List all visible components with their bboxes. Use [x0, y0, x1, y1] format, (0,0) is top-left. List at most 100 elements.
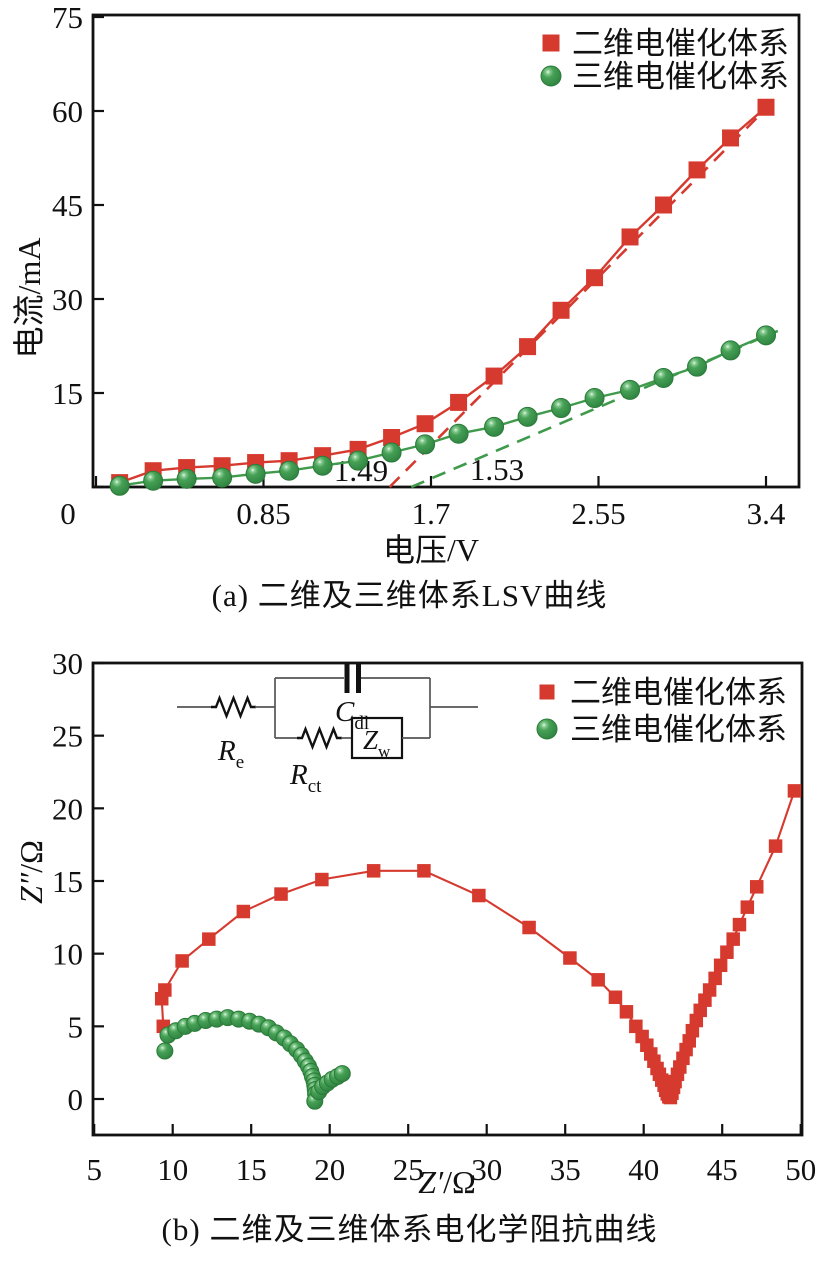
square-marker [713, 958, 728, 973]
sphere-marker [756, 325, 776, 346]
x-tick-label: 20 [314, 1152, 345, 1187]
square-marker [591, 973, 605, 987]
square-marker [366, 864, 381, 878]
sphere-marker [312, 455, 333, 476]
square-marker [768, 839, 783, 853]
series-2d [111, 98, 775, 492]
series-2d [154, 784, 802, 1105]
square-marker [787, 784, 802, 798]
square-marker [519, 338, 537, 356]
square-marker [417, 864, 431, 878]
x-axis-title: Z′/Ω [418, 1164, 475, 1200]
legend-label: 二维电催化体系 [570, 675, 787, 710]
square-marker [175, 954, 189, 968]
label-Rct: Rct [289, 759, 322, 797]
sphere-marker [517, 406, 538, 427]
series-3d [156, 1009, 351, 1110]
square-marker [732, 917, 747, 932]
sphere-marker [536, 718, 558, 740]
x-tick-label: 2.55 [571, 496, 625, 531]
square-marker [542, 34, 560, 52]
square-marker [689, 1013, 704, 1028]
tangent-lines: 1.49 1.53 [334, 103, 779, 489]
resistor-icon [211, 694, 256, 720]
square-marker [722, 129, 740, 147]
onset-potential-annotation: 1.53 [470, 452, 524, 487]
sphere-marker [720, 340, 741, 361]
x-tick-label: 25 [393, 1152, 424, 1187]
y-axis-title: 电流/mA [11, 238, 47, 359]
square-marker [522, 920, 536, 935]
plot-frame [91, 13, 801, 489]
x-tick-label: 40 [628, 1152, 659, 1187]
sphere-marker [381, 442, 402, 463]
square-marker [158, 983, 172, 997]
sphere-marker [551, 398, 572, 419]
sphere-marker [415, 434, 436, 455]
y-tick-label: 30 [52, 282, 83, 317]
tangent-line [388, 103, 771, 488]
x-tick-label: 0.85 [236, 496, 290, 531]
series-markers [109, 325, 776, 496]
x-tick-label: 30 [471, 1152, 502, 1187]
square-marker [740, 900, 755, 914]
series-markers [156, 1009, 351, 1110]
x-tick-label: 35 [550, 1152, 581, 1187]
sphere-marker [348, 450, 369, 471]
y-tick-label: 30 [52, 646, 83, 681]
square-marker [629, 1019, 643, 1034]
square-marker [472, 888, 486, 903]
square-marker [757, 98, 775, 116]
series-line [160, 790, 796, 1099]
y-tick-label: 20 [52, 791, 83, 826]
label-Re: Re [217, 735, 244, 773]
square-marker [655, 196, 673, 214]
y-tick-label: 10 [52, 937, 83, 972]
series-3d [109, 325, 776, 496]
x-tick-label: 0 [60, 496, 76, 531]
axes: 0 0.85 1.7 2.55 3.4 15 30 45 60 75 电压/V 电流/mA [11, 0, 801, 566]
x-tick-label: 50 [785, 1152, 816, 1187]
sphere-marker [540, 65, 562, 87]
x-axis-title: 电压/V [383, 532, 479, 566]
y-tick-label: 15 [52, 864, 83, 899]
sphere-marker [687, 356, 708, 377]
label-Cdl: Cdl [335, 696, 369, 734]
resistor-icon [297, 725, 342, 751]
square-marker [608, 990, 623, 1005]
sphere-marker [653, 367, 674, 388]
y-tick-label: 25 [52, 719, 83, 754]
y-tick-label: 0 [68, 1082, 84, 1117]
equivalent-circuit-inset: Re Cdl Rct Zw [177, 662, 478, 797]
x-tick-label: 1.7 [412, 496, 451, 531]
square-marker [236, 904, 251, 919]
y-tick-label: 5 [68, 1009, 84, 1044]
label-Zw: Zw [363, 725, 391, 761]
x-tick-label: 15 [236, 1152, 267, 1187]
square-marker [720, 945, 734, 959]
square-marker [383, 428, 401, 446]
x-tick-label: 5 [86, 1152, 102, 1187]
sphere-marker [448, 423, 469, 444]
square-marker [708, 971, 722, 986]
square-marker [749, 880, 764, 894]
sphere-marker [484, 416, 505, 437]
sphere-marker [156, 1042, 174, 1060]
square-marker [621, 228, 639, 246]
square-marker [274, 887, 288, 901]
series-line [119, 106, 767, 484]
square-marker [693, 1003, 707, 1018]
y-axis-title: Z″/Ω [13, 840, 49, 904]
sphere-marker [333, 1065, 351, 1083]
y-tick-label: 15 [52, 376, 83, 411]
square-marker [539, 684, 555, 700]
sphere-marker [584, 388, 605, 409]
square-marker [698, 993, 712, 1007]
x-tick-label: 45 [707, 1152, 738, 1187]
nyquist-caption: (b) 二维及三维体系电化学阻抗曲线 [161, 1212, 658, 1247]
legend-label: 二维电催化体系 [572, 26, 789, 61]
